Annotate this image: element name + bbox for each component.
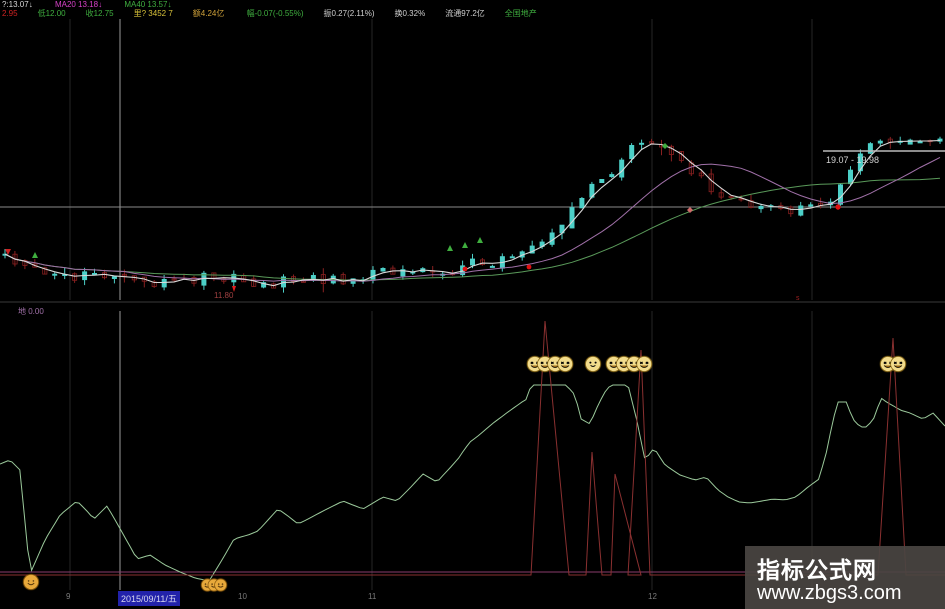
svg-text:11.80: 11.80 — [214, 291, 234, 300]
svg-text:地 0.00: 地 0.00 — [18, 306, 44, 316]
svg-text:19.07 - 19.98: 19.07 - 19.98 — [826, 155, 879, 165]
svg-text:s: s — [796, 295, 800, 302]
